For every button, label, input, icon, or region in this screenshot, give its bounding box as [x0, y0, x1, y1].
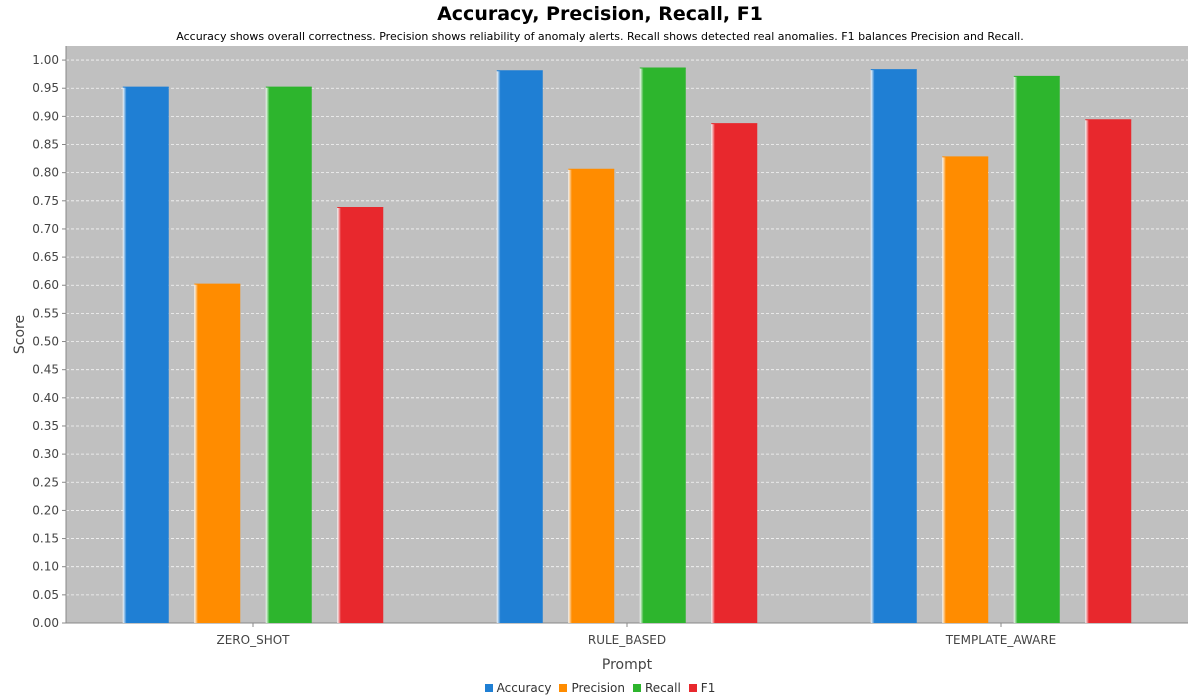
bar-accuracy-rule_based	[496, 70, 543, 623]
y-tick-label: 0.75	[32, 194, 59, 208]
y-tick-label: 0.25	[32, 475, 59, 489]
y-tick-label: 1.00	[32, 53, 59, 67]
bar-f1-rule_based	[711, 123, 758, 623]
bar-recall-template_aware	[1013, 76, 1060, 623]
bar-precision-template_aware	[942, 156, 989, 623]
bar-accuracy-template_aware	[870, 69, 917, 623]
legend-swatch	[632, 684, 641, 692]
y-tick-label: 0.65	[32, 250, 59, 264]
legend-swatch	[484, 684, 493, 692]
bar-f1-template_aware	[1085, 119, 1132, 624]
y-tick-label: 0.60	[32, 278, 59, 292]
y-tick-label: 0.90	[32, 109, 59, 123]
bar-f1-zero_shot	[337, 207, 384, 623]
y-tick-label: 0.30	[32, 447, 59, 461]
bar-accuracy-zero_shot	[122, 87, 169, 624]
y-tick-label: 0.50	[32, 335, 59, 349]
legend-item-precision: Precision	[559, 681, 625, 695]
bar-chart: 0.00 0.05 0.10 0.15 0.20 0.25 0.30 0.35 0.40 0.45…	[12, 46, 1188, 673]
legend-label: F1	[700, 681, 716, 695]
chart-legend: Accuracy Precision Recall F1	[0, 681, 1200, 695]
y-tick-label: 0.40	[32, 391, 59, 405]
y-tick-label: 0.85	[32, 138, 59, 152]
x-tick-label: ZERO_SHOT	[216, 633, 290, 647]
legend-item-f1: F1	[688, 681, 716, 695]
y-tick-label: 0.00	[32, 616, 59, 630]
chart-title: Accuracy, Precision, Recall, F1	[437, 3, 763, 25]
y-tick-label: 0.95	[32, 81, 59, 95]
x-tick-label: RULE_BASED	[588, 633, 666, 647]
legend-label: Accuracy	[496, 681, 552, 695]
plot-area	[66, 46, 1188, 623]
legend-swatch	[559, 684, 568, 692]
y-tick-label: 0.45	[32, 363, 59, 377]
y-tick-label: 0.20	[32, 503, 59, 517]
legend-label: Recall	[644, 681, 681, 695]
legend-item-recall: Recall	[632, 681, 681, 695]
x-axis-label: Prompt	[602, 657, 653, 673]
y-tick-label: 0.55	[32, 306, 59, 320]
legend-swatch	[688, 684, 697, 692]
x-tick-label: TEMPLATE_AWARE	[945, 633, 1057, 647]
chart-subtitle: Accuracy shows overall correctness. Prec…	[176, 30, 1024, 43]
y-tick-label: 0.70	[32, 222, 59, 236]
y-tick-label: 0.05	[32, 588, 59, 602]
legend-label: Precision	[571, 681, 625, 695]
y-tick-label: 0.10	[32, 560, 59, 574]
y-tick-label: 0.35	[32, 419, 59, 433]
legend-item-accuracy: Accuracy	[484, 681, 552, 695]
y-tick-label: 0.15	[32, 532, 59, 546]
bar-precision-rule_based	[568, 169, 615, 623]
bar-recall-rule_based	[639, 67, 686, 623]
bar-recall-zero_shot	[265, 87, 312, 624]
y-axis-label: Score	[12, 315, 28, 354]
y-tick-label: 0.80	[32, 166, 59, 180]
bar-precision-zero_shot	[194, 284, 241, 623]
